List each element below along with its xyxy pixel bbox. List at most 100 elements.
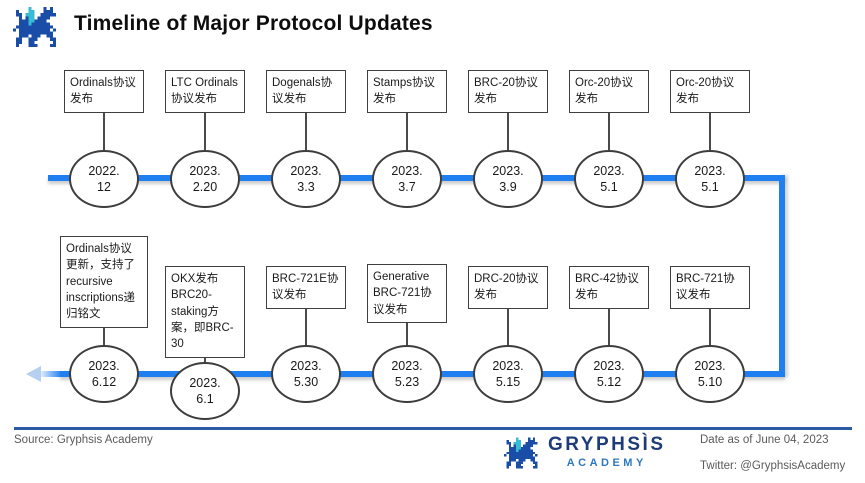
event-label: Ordinals协议发布 — [70, 77, 136, 106]
event-label-box: BRC-42协议发布 — [569, 266, 649, 309]
event-date-day: 3.9 — [499, 180, 517, 194]
event-label: Ordinals协议更新，支持了recursive inscriptions递归… — [66, 243, 136, 321]
event-date-circle: 2022. 12 — [69, 150, 139, 208]
event-label: BRC-721协议发布 — [676, 273, 735, 302]
timeline-event: BRC-721协议发布 2023. 5.10 — [659, 266, 761, 403]
footer-divider — [14, 427, 852, 430]
event-date-year: 2023. — [189, 164, 221, 178]
event-date-day: 5.30 — [293, 375, 319, 389]
event-date-circle: 2023. 3.3 — [271, 150, 341, 208]
event-label: DRC-20协议发布 — [474, 273, 539, 302]
event-label-box: DRC-20协议发布 — [468, 266, 548, 309]
event-date-day: 5.15 — [495, 375, 521, 389]
event-date-circle: 2023. 3.9 — [473, 150, 543, 208]
event-date-year: 2023. — [694, 164, 726, 178]
connector-line — [406, 112, 408, 150]
event-label-box: BRC-721协议发布 — [670, 266, 750, 309]
event-date-day: 5.1 — [701, 180, 719, 194]
event-date-year: 2023. — [593, 164, 625, 178]
event-label: Dogenals协议发布 — [272, 77, 333, 106]
event-label: BRC-721E协议发布 — [272, 273, 339, 302]
event-date-year: 2023. — [391, 359, 423, 373]
event-label: Stamps协议发布 — [373, 77, 435, 106]
event-date-day: 2.20 — [192, 180, 218, 194]
event-date-year: 2023. — [492, 359, 524, 373]
twitter-handle: Twitter: @GryphsisAcademy — [700, 459, 846, 472]
event-label: LTC Ordinals协议发布 — [171, 77, 238, 106]
arrow-left-icon — [26, 366, 41, 382]
event-label-box: Ordinals协议更新，支持了recursive inscriptions递归… — [60, 236, 148, 328]
event-date-day: 6.12 — [91, 375, 117, 389]
connector-line — [103, 112, 105, 150]
timeline-event: Orc-20协议发布 2023. 5.1 — [558, 70, 660, 208]
connector-line — [305, 308, 307, 345]
connector-line — [709, 112, 711, 150]
timeline-line-vertical — [779, 175, 785, 377]
connector-line — [709, 308, 711, 345]
event-date-day: 6.1 — [196, 391, 214, 406]
connector-line — [507, 112, 509, 150]
timeline-event: BRC-42协议发布 2023. 5.12 — [558, 266, 660, 403]
event-label: Orc-20协议发布 — [676, 77, 735, 106]
timeline-event: Orc-20协议发布 2023. 5.1 — [659, 70, 761, 208]
event-date-circle: 2023. 5.30 — [271, 345, 341, 403]
timeline-line-fade — [40, 371, 62, 377]
timeline-event: OKX发布BRC20-staking方案，即BRC-30 2023. 6.1 — [154, 266, 256, 420]
connector-line — [507, 308, 509, 345]
event-date-day: 3.7 — [398, 180, 416, 194]
timeline-event: Stamps协议发布 2023. 3.7 — [356, 70, 458, 208]
event-date-year: 2023. — [290, 359, 322, 373]
connector-line — [103, 327, 105, 345]
brand-logo: GRYPHSÌS ACADEMY — [504, 434, 666, 470]
event-label-box: Dogenals协议发布 — [266, 70, 346, 113]
event-date-year: 2023. — [189, 375, 221, 390]
event-date-day: 5.12 — [596, 375, 622, 389]
timeline-event: BRC-20协议发布 2023. 3.9 — [457, 70, 559, 208]
event-date-year: 2023. — [88, 359, 120, 373]
source-note: Source: Gryphsis Academy — [14, 434, 153, 446]
timeline-event: LTC Ordinals协议发布 2023. 2.20 — [154, 70, 256, 208]
event-label-box: Orc-20协议发布 — [670, 70, 750, 113]
event-date-year: 2023. — [290, 164, 322, 178]
brand-logo-text: GRYPHSÌS ACADEMY — [548, 434, 666, 469]
event-label-box: BRC-721E协议发布 — [266, 266, 346, 309]
page-title: Timeline of Major Protocol Updates — [74, 12, 433, 35]
event-date-circle: 2023. 5.15 — [473, 345, 543, 403]
event-label-box: OKX发布BRC20-staking方案，即BRC-30 — [165, 266, 245, 358]
timeline-event: Ordinals协议发布 2022. 12 — [53, 70, 155, 208]
event-label: BRC-42协议发布 — [575, 273, 639, 302]
event-label-box: Generative BRC-721协议发布 — [367, 264, 447, 323]
event-date-circle: 2023. 2.20 — [170, 150, 240, 208]
event-date-circle: 2023. 5.23 — [372, 345, 442, 403]
connector-line — [204, 112, 206, 150]
event-date-circle: 2023. 6.1 — [170, 361, 240, 420]
timeline-event: Dogenals协议发布 2023. 3.3 — [255, 70, 357, 208]
event-label: BRC-20协议发布 — [474, 77, 538, 106]
event-label: Orc-20协议发布 — [575, 77, 634, 106]
connector-line — [406, 322, 408, 345]
event-date-day: 5.10 — [697, 375, 723, 389]
event-label-box: LTC Ordinals协议发布 — [165, 70, 245, 113]
event-date-year: 2023. — [593, 359, 625, 373]
event-date-circle: 2023. 6.12 — [69, 345, 139, 403]
event-date-day: 12 — [97, 180, 111, 194]
event-date-circle: 2023. 5.1 — [574, 150, 644, 208]
timeline-event: Generative BRC-721协议发布 2023. 5.23 — [356, 264, 458, 403]
connector-line — [608, 308, 610, 345]
event-date-year: 2023. — [391, 164, 423, 178]
footer-meta: Date as of June 04, 2023 Twitter: @Gryph… — [700, 434, 846, 472]
event-date-day: 5.23 — [394, 375, 420, 389]
brand-subname: ACADEMY — [566, 457, 647, 469]
event-date-year: 2022. — [88, 164, 120, 178]
event-label-box: Ordinals协议发布 — [64, 70, 144, 113]
connector-line — [204, 357, 206, 362]
brand-name: GRYPHSÌS — [548, 434, 666, 455]
timeline-event: BRC-721E协议发布 2023. 5.30 — [255, 266, 357, 403]
timeline-event: Ordinals协议更新，支持了recursive inscriptions递归… — [53, 236, 155, 403]
connector-line — [608, 112, 610, 150]
event-date-circle: 2023. 5.1 — [675, 150, 745, 208]
event-date-day: 3.3 — [297, 180, 315, 194]
event-label: Generative BRC-721协议发布 — [373, 271, 432, 316]
event-date-circle: 2023. 5.10 — [675, 345, 745, 403]
